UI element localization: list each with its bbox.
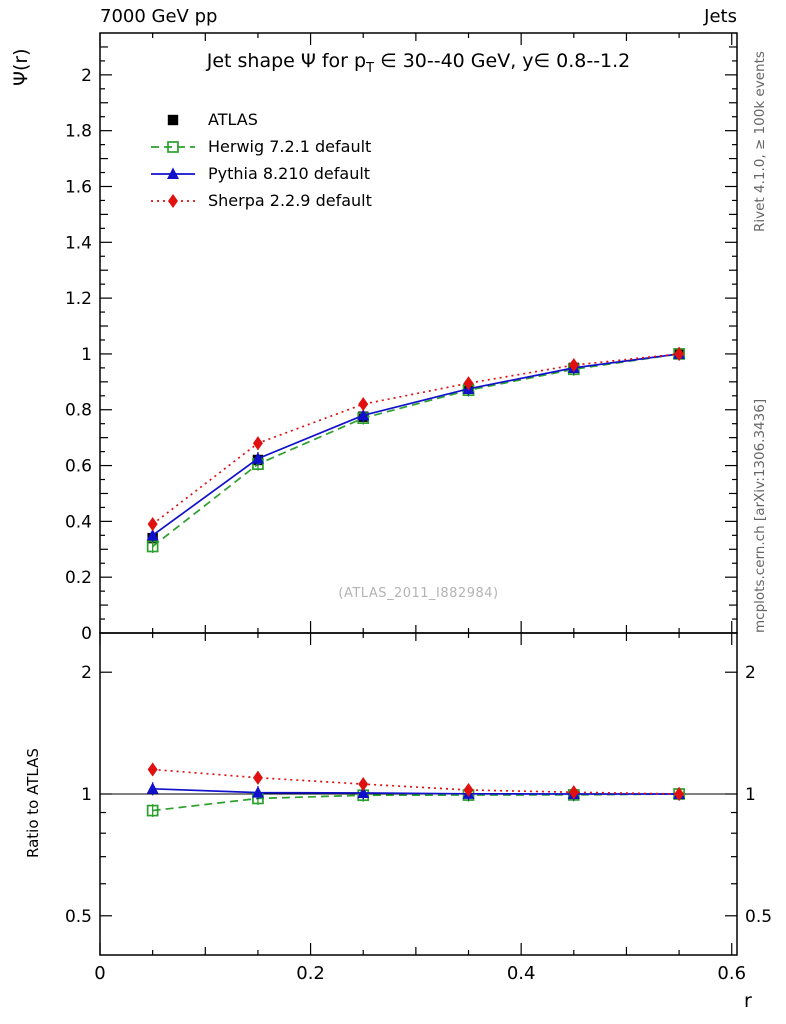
legend: ATLAS Herwig 7.2.1 default Pythia 8.210 de… <box>150 106 372 214</box>
plot-title-suffix: ∈ 30--40 GeV, y∈ 0.8--1.2 <box>374 50 631 72</box>
series-pythia-8-210-default <box>146 347 686 542</box>
svg-text:1.2: 1.2 <box>65 289 92 309</box>
svg-text:1.4: 1.4 <box>65 233 92 253</box>
legend-item: Pythia 8.210 default <box>150 160 372 187</box>
svg-text:0: 0 <box>81 624 92 644</box>
legend-item: Herwig 7.2.1 default <box>150 133 372 160</box>
y-axis-title-ratio: Ratio to ATLAS <box>24 748 42 858</box>
plot-title-subscript: T <box>366 60 375 76</box>
series-sherpa-2-2-9-default <box>147 346 685 532</box>
analysis-group-label: Jets <box>704 6 737 27</box>
svg-text:0: 0 <box>94 963 105 984</box>
ratio-panel-series <box>146 762 686 818</box>
svg-text:0.8: 0.8 <box>65 401 92 421</box>
legend-label: Pythia 8.210 default <box>208 164 371 183</box>
square-open-legend-icon <box>151 140 195 153</box>
main-panel-series <box>146 346 686 553</box>
svg-text:1.6: 1.6 <box>65 177 92 197</box>
analysis-id-watermark: (ATLAS_2011_I882984) <box>338 586 499 601</box>
svg-text:2: 2 <box>81 66 92 86</box>
series-sherpa-2-2-9-default <box>147 762 685 801</box>
svg-text:0.6: 0.6 <box>717 963 746 984</box>
legend-item: ATLAS <box>150 106 372 133</box>
y-axis-title-main: Ψ(r) <box>10 48 32 86</box>
plot-title-prefix: Jet shape Ψ for p <box>206 50 367 72</box>
legend-label: ATLAS <box>208 110 258 129</box>
svg-text:2: 2 <box>745 663 756 683</box>
mcplots-credit-label: mcplots.cern.ch [arXiv:1306.3436] <box>752 398 768 633</box>
plot-title: Jet shape Ψ for pT ∈ 30--40 GeV, y∈ 0.8-… <box>100 50 737 76</box>
legend-item: Sherpa 2.2.9 default <box>150 187 372 214</box>
svg-text:0.6: 0.6 <box>65 457 92 477</box>
svg-text:1: 1 <box>745 785 756 805</box>
series-atlas <box>147 347 685 545</box>
legend-label: Sherpa 2.2.9 default <box>208 191 372 210</box>
svg-text:0.4: 0.4 <box>507 963 536 984</box>
svg-text:2: 2 <box>81 663 92 683</box>
square-filled-legend-icon <box>167 114 179 125</box>
tick-labels: 0 0.2 0.4 0.6 0.8 1 1.2 1.4 1.6 1.8 2 0.5 0.5 1 1 2 2 0 0.… <box>65 66 772 984</box>
svg-text:1.8: 1.8 <box>65 122 92 142</box>
svg-text:1: 1 <box>81 785 92 805</box>
legend-label: Herwig 7.2.1 default <box>208 137 372 156</box>
svg-text:0.4: 0.4 <box>65 512 92 532</box>
series-herwig-7-2-1-default <box>146 347 685 553</box>
svg-text:0.5: 0.5 <box>65 907 92 927</box>
diamond-filled-legend-icon <box>151 193 195 208</box>
triangle-filled-legend-icon <box>151 167 195 179</box>
svg-text:0.2: 0.2 <box>65 568 92 588</box>
series-pythia-8-210-default <box>146 782 686 801</box>
x-axis-title: r <box>744 990 752 1012</box>
svg-text:0.5: 0.5 <box>745 907 772 927</box>
svg-text:1: 1 <box>81 345 92 365</box>
beam-energy-label: 7000 GeV pp <box>100 6 218 27</box>
rivet-version-label: Rivet 4.1.0, ≥ 100k events <box>752 51 768 232</box>
svg-text:0.2: 0.2 <box>296 963 325 984</box>
